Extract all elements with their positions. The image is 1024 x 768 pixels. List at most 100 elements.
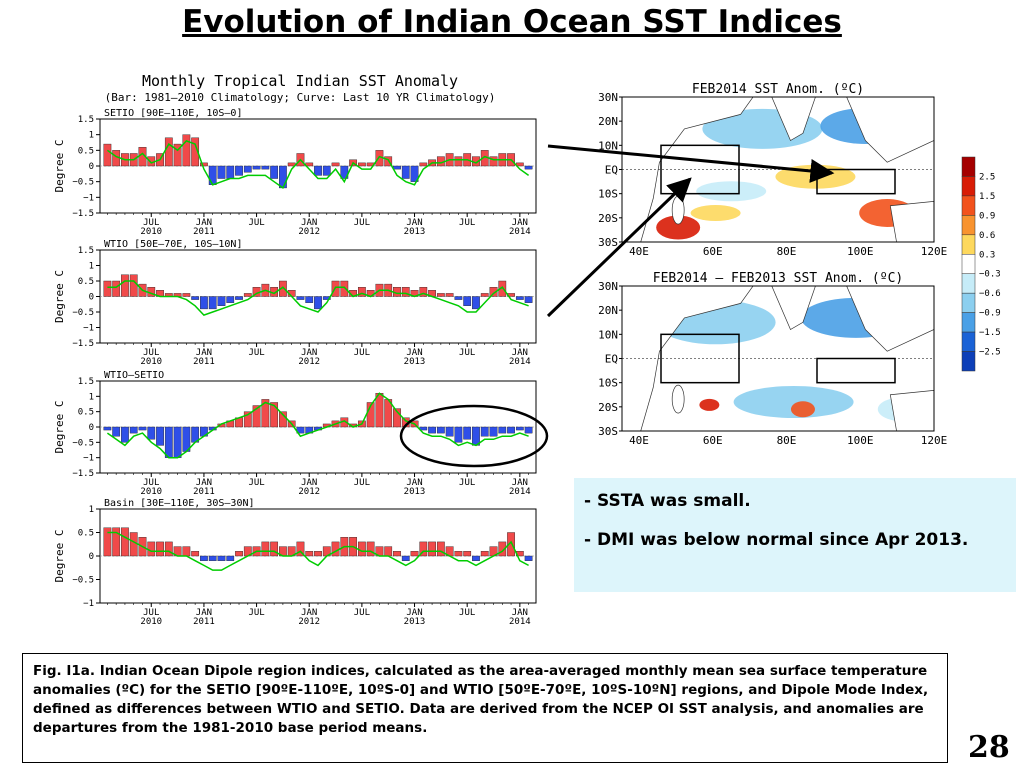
anomaly-bar: [472, 555, 480, 561]
index-panel: SETIO [90E–110E, 10S–0] Degree C −1.5 −1 −0.…: [53, 108, 537, 237]
page-number: 28: [968, 730, 1010, 765]
y-tick-label: −0.5: [72, 576, 94, 586]
x-tick-label: JAN: [196, 608, 212, 618]
left-figure-title: Monthly Tropical Indian SST Anomaly: [142, 72, 458, 90]
colorbar-label: −1.5: [979, 328, 1001, 338]
anomaly-bar: [436, 426, 445, 434]
y-tick-label: −1: [83, 454, 94, 464]
panel-ylabel: Degree C: [53, 530, 66, 583]
longitude-label: 60E: [703, 434, 723, 447]
figure-canvas: Monthly Tropical Indian SST Anomaly (Bar…: [53, 72, 1001, 627]
left-figure-subtitle: (Bar: 1981–2010 Climatology; Curve: Last…: [105, 91, 496, 104]
latitude-label: 10S: [598, 377, 618, 390]
colorbar-label: −2.5: [979, 348, 1001, 358]
anomaly-bar: [340, 280, 349, 297]
latitude-label: 30S: [598, 425, 618, 438]
anomaly-patch-cold: [696, 181, 767, 202]
slide-title: Evolution of Indian Ocean SST Indices: [182, 4, 842, 40]
anomaly-bar: [164, 137, 173, 167]
x-tick-label: JUL: [248, 608, 264, 618]
anomaly-bar: [454, 296, 463, 300]
anomaly-bar: [226, 296, 235, 303]
anomaly-bar: [375, 393, 384, 428]
anomaly-bar: [454, 551, 463, 557]
anomaly-bar: [357, 287, 366, 297]
anomaly-bar: [279, 280, 287, 297]
panel-title: Basin [30E–110E, 30S–30N]: [104, 498, 255, 509]
x-tick-year-label: 2013: [404, 357, 426, 367]
anomaly-bar: [243, 165, 252, 173]
x-tick-year-label: 2014: [509, 487, 531, 497]
x-tick-label: JAN: [301, 478, 317, 488]
note-item: - SSTA was small.: [584, 488, 1006, 515]
x-tick-label: JUL: [248, 218, 264, 228]
x-tick-year-label: 2014: [509, 227, 531, 237]
anomaly-bar: [445, 293, 454, 297]
y-tick-label: 0: [89, 293, 94, 303]
anomaly-bar: [156, 426, 164, 446]
panel-ylabel: Degree C: [53, 401, 66, 454]
anomaly-bar: [270, 402, 279, 428]
index-panel: WTIO [50E–70E, 10S–10N] Degree C −1.5 −1 −0.…: [53, 239, 537, 367]
anomaly-bar: [419, 287, 428, 297]
y-tick-label: −1.5: [72, 469, 94, 479]
x-tick-label: JUL: [459, 348, 475, 358]
anomaly-bar: [208, 555, 217, 561]
anomaly-curve: [106, 140, 530, 190]
longitude-label: 120E: [921, 245, 948, 258]
anomaly-bar: [331, 541, 340, 557]
anomaly-bar: [314, 165, 322, 176]
latitude-label: 20S: [598, 212, 618, 225]
panel-title: WTIO [50E–70E, 10S–10N]: [104, 239, 242, 250]
y-tick-label: 1.5: [78, 115, 94, 125]
x-tick-label: JAN: [512, 608, 528, 618]
anomaly-bar: [103, 527, 112, 557]
anomaly-bar: [454, 426, 463, 443]
anomaly-bar: [173, 426, 182, 458]
x-tick-label: JUL: [143, 608, 159, 618]
x-tick-year-label: 2011: [193, 227, 215, 237]
note-text: SSTA was small.: [596, 491, 751, 511]
anomaly-bar: [314, 551, 322, 557]
x-tick-year-label: 2012: [298, 357, 320, 367]
colorbar-swatch: [961, 292, 976, 313]
anomaly-bar: [121, 527, 129, 557]
anomaly-bar: [463, 426, 472, 440]
anomaly-bar: [270, 165, 279, 179]
x-tick-year-label: 2013: [404, 487, 426, 497]
latitude-label: EQ: [605, 353, 618, 366]
anomaly-bar: [243, 293, 252, 297]
anomaly-bar: [217, 555, 226, 561]
anomaly-bar: [147, 541, 156, 557]
anomaly-patch-warm: [790, 401, 815, 418]
wtio-region-box: [660, 144, 740, 195]
notes-box: - SSTA was small. - DMI was below normal…: [574, 478, 1016, 592]
land-madagascar: [671, 195, 685, 225]
anomaly-bar: [515, 426, 524, 431]
land-southeast-asia: [846, 97, 934, 163]
longitude-label: 40E: [629, 434, 649, 447]
land-australia: [889, 201, 934, 242]
land-africa: [622, 97, 754, 242]
x-tick-year-label: 2012: [298, 617, 320, 627]
anomaly-bar: [252, 405, 261, 428]
colorbar-label: −0.6: [979, 289, 1001, 299]
y-tick-label: −0.5: [72, 438, 94, 448]
anomaly-bar: [112, 426, 121, 437]
anomaly-bar: [507, 426, 515, 434]
land-india: [771, 97, 816, 142]
anomaly-bar: [480, 426, 489, 437]
land-africa: [622, 286, 754, 431]
anomaly-bar: [472, 426, 480, 446]
map-title: FEB2014 SST Anom. (ºC): [692, 82, 864, 97]
anomaly-bar: [156, 541, 164, 557]
colorbar-swatch: [961, 156, 976, 177]
x-tick-label: JUL: [354, 348, 370, 358]
anomaly-bar: [243, 411, 252, 428]
anomaly-bar: [164, 541, 173, 557]
x-tick-year-label: 2011: [193, 617, 215, 627]
anomaly-bar: [261, 165, 270, 170]
x-tick-label: JAN: [512, 478, 528, 488]
y-tick-label: 0.5: [78, 408, 94, 418]
